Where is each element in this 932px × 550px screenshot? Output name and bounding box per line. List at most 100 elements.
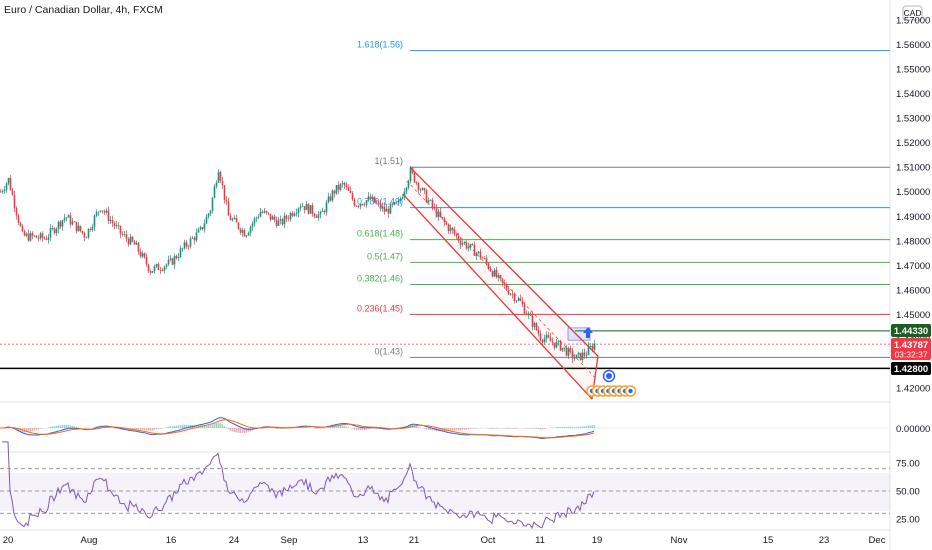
macd-histogram-bar (587, 425, 589, 428)
macd-histogram-bar (275, 428, 277, 429)
candle-body (197, 229, 200, 233)
candle-body (517, 298, 520, 301)
macd-histogram-bar (303, 427, 305, 428)
candle-body (353, 199, 356, 206)
price-axis[interactable]: 1.57000 1.56000 1.55000 1.54000 1.53000 1.520… (896, 16, 930, 395)
candle-body (273, 216, 276, 220)
macd-histogram-bar (33, 428, 35, 431)
candle-body (29, 232, 32, 241)
candle-body (65, 217, 68, 219)
macd-histogram-bar (197, 424, 199, 428)
fibonacci-retracement[interactable]: 1.618(1.56) 1(1.51) 0.786(1.49) 0.618(1.48)… (357, 40, 890, 358)
macd-histogram-bar (67, 424, 69, 428)
macd-histogram-bar (211, 424, 213, 428)
macd-histogram-bar (231, 428, 233, 432)
candle-body (205, 216, 208, 224)
macd-histogram-bar (429, 428, 431, 430)
time-axis-tick: 20 (3, 535, 14, 546)
macd-histogram-bar (41, 428, 43, 429)
macd-histogram-bar (147, 428, 149, 431)
candle-body (0, 191, 2, 193)
macd-histogram-bar (169, 426, 171, 428)
candle-body (209, 210, 212, 214)
macd-histogram-bar (337, 425, 339, 428)
candle-body (541, 340, 544, 343)
candle-body (207, 213, 210, 217)
time-axis[interactable]: 20 Aug 16 24 Sep 13 21 Oct 11 19 Nov 15 23 Dec (3, 535, 886, 546)
price-axis-tick: 1.55000 (896, 65, 930, 76)
macd-histogram-bar (509, 428, 511, 429)
candle-body (551, 341, 554, 343)
candle-body (389, 203, 392, 214)
currency-badge-box[interactable] (902, 5, 923, 21)
candle-body (99, 210, 102, 212)
candle-body (443, 218, 446, 223)
candle-body (267, 212, 270, 214)
candle-body (453, 230, 456, 235)
fib-level-label: 0.382(1.46) (357, 273, 403, 283)
macd-histogram-bar (153, 428, 155, 430)
candle-body (585, 354, 588, 356)
macd-histogram-bar (557, 426, 559, 428)
candle-body (459, 240, 462, 245)
macd-histogram-bar (475, 428, 477, 429)
candle-body (105, 210, 108, 213)
candle-body (429, 199, 432, 201)
candle-body (477, 251, 480, 253)
candle-body (227, 201, 230, 216)
symbol-title[interactable]: Euro / Canadian Dollar, 4h, FXCM (4, 4, 163, 16)
macd-histogram-bar (559, 427, 561, 428)
macd-histogram-bar (369, 428, 371, 429)
candle-body (581, 352, 584, 360)
macd-histogram-bar (227, 428, 229, 430)
macd-histogram-bar (585, 426, 587, 428)
macd-histogram-bar (63, 424, 65, 428)
macd-histogram-bar (495, 428, 497, 429)
candle-body (407, 181, 410, 188)
candle-body (523, 304, 526, 314)
macd-histogram-bar (525, 428, 527, 429)
macd-histogram-bar (61, 425, 63, 428)
macd-histogram-bar (135, 428, 137, 430)
candle-body (577, 352, 580, 355)
macd-histogram-bar (59, 425, 61, 428)
macd-histogram-bar (215, 423, 217, 428)
macd-histogram-bar (427, 428, 429, 430)
channel-fill (403, 167, 598, 400)
macd-histogram-bar (109, 427, 111, 428)
candle-body (201, 227, 204, 230)
candle-body (163, 266, 166, 271)
candle-body (55, 228, 58, 234)
macd-histogram-bar (69, 425, 71, 428)
candle-body (223, 185, 226, 200)
candle-body (41, 233, 44, 239)
candle-body (461, 243, 464, 245)
chart-background (0, 0, 890, 550)
candle-body (169, 258, 172, 260)
candle-body (583, 352, 586, 356)
candle-body (213, 186, 216, 198)
candle-body (161, 270, 164, 272)
macd-histogram-bar (125, 428, 127, 431)
descending-channel[interactable] (402, 166, 599, 400)
price-axis-tick: 1.49000 (896, 212, 930, 223)
candle-body (423, 188, 426, 191)
candle-body (305, 204, 308, 211)
candle-body (7, 177, 10, 184)
candle-body (399, 198, 402, 201)
macd-histogram-bar (195, 424, 197, 428)
candle-body (291, 212, 294, 216)
macd-histogram-bar (219, 423, 221, 428)
macd-histogram-bar (589, 425, 591, 428)
candle-body (521, 300, 524, 305)
macd-histogram-bar (145, 428, 147, 431)
candle-body (355, 205, 358, 207)
macd-histogram-bar (179, 425, 181, 428)
candle-body (445, 222, 448, 225)
candle-body (391, 203, 394, 205)
macd-histogram-bar (57, 425, 59, 428)
macd-histogram-bar (431, 428, 433, 431)
macd-histogram-bar (461, 428, 463, 431)
rsi-axis: 75.00 50.00 25.00 (896, 459, 920, 526)
